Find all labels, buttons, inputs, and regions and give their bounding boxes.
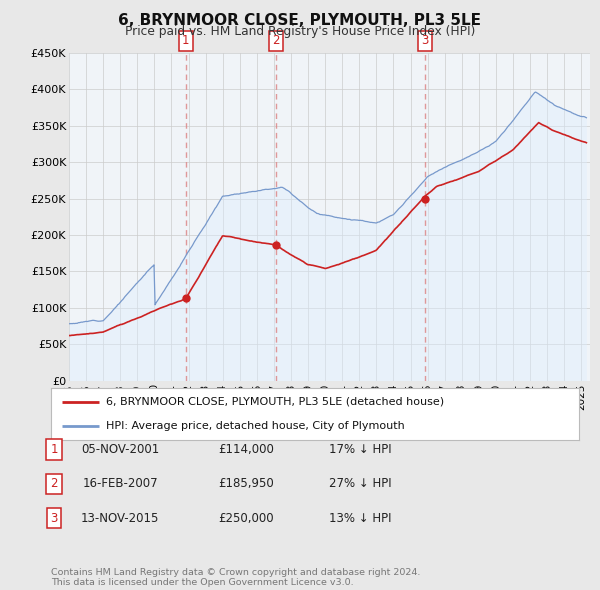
Text: 13-NOV-2015: 13-NOV-2015 [81, 512, 159, 525]
Text: 16-FEB-2007: 16-FEB-2007 [82, 477, 158, 490]
Text: HPI: Average price, detached house, City of Plymouth: HPI: Average price, detached house, City… [106, 421, 405, 431]
Text: 1: 1 [50, 443, 58, 456]
Text: £114,000: £114,000 [218, 443, 274, 456]
Text: Contains HM Land Registry data © Crown copyright and database right 2024.
This d: Contains HM Land Registry data © Crown c… [51, 568, 421, 587]
Text: 2: 2 [50, 477, 58, 490]
Text: Price paid vs. HM Land Registry's House Price Index (HPI): Price paid vs. HM Land Registry's House … [125, 25, 475, 38]
Text: 05-NOV-2001: 05-NOV-2001 [81, 443, 159, 456]
Text: 6, BRYNMOOR CLOSE, PLYMOUTH, PL3 5LE: 6, BRYNMOOR CLOSE, PLYMOUTH, PL3 5LE [119, 13, 482, 28]
Text: 27% ↓ HPI: 27% ↓ HPI [329, 477, 391, 490]
Text: £185,950: £185,950 [218, 477, 274, 490]
Text: £250,000: £250,000 [218, 512, 274, 525]
Text: 2: 2 [272, 34, 280, 47]
Text: 6, BRYNMOOR CLOSE, PLYMOUTH, PL3 5LE (detached house): 6, BRYNMOOR CLOSE, PLYMOUTH, PL3 5LE (de… [106, 396, 445, 407]
Text: 13% ↓ HPI: 13% ↓ HPI [329, 512, 391, 525]
Text: 3: 3 [50, 512, 58, 525]
Text: 1: 1 [182, 34, 190, 47]
Text: 17% ↓ HPI: 17% ↓ HPI [329, 443, 391, 456]
Text: 3: 3 [422, 34, 429, 47]
